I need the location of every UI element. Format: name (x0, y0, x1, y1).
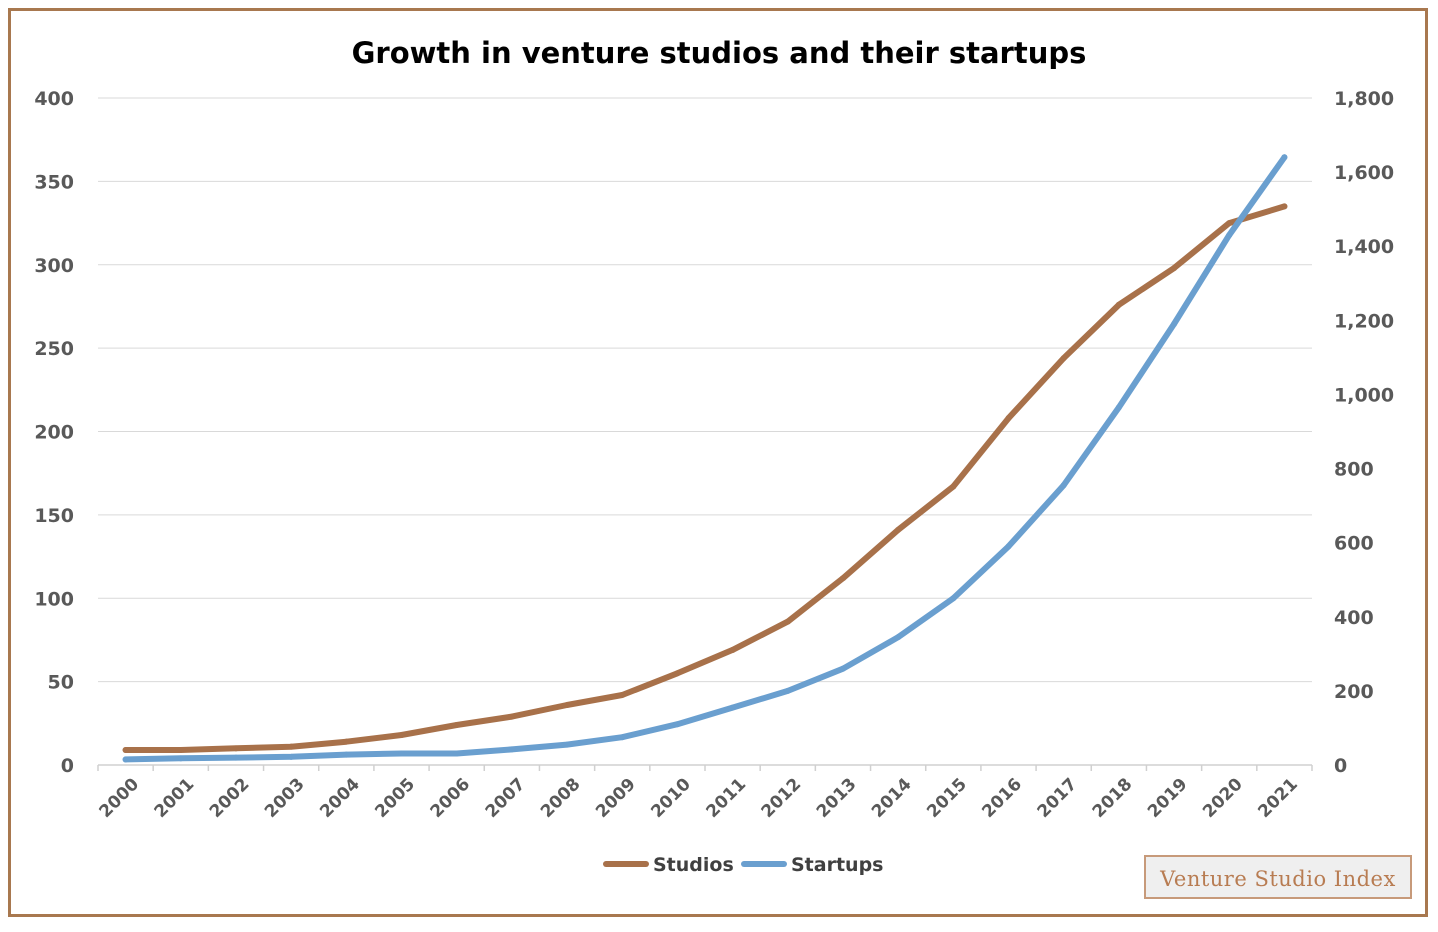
x-tick-label: 2007 (482, 774, 530, 822)
chart-title: Growth in venture studios and their star… (351, 36, 1087, 70)
y-right-tick-label: 600 (1334, 533, 1374, 555)
data-point-studios (288, 743, 295, 750)
y-right-tick-label: 400 (1334, 607, 1374, 629)
x-tick-label: 2016 (978, 774, 1026, 822)
data-point-startups (1171, 321, 1178, 328)
data-point-startups (398, 750, 405, 757)
data-point-startups (1226, 232, 1233, 239)
data-point-startups (564, 741, 571, 748)
data-point-studios (508, 713, 515, 720)
data-point-studios (343, 738, 350, 745)
x-tick-label: 2010 (647, 774, 695, 822)
data-point-studios (1060, 355, 1067, 362)
data-point-studios (950, 483, 957, 490)
y-right-tick-label: 1,600 (1334, 162, 1394, 184)
x-tick-label: 2001 (151, 774, 199, 822)
y-right-tick-label: 1,000 (1334, 384, 1394, 406)
data-point-startups (950, 595, 957, 602)
data-point-startups (1281, 154, 1288, 161)
x-tick-label: 2019 (1144, 774, 1192, 822)
x-tick-label: 2014 (868, 774, 916, 822)
data-point-startups (1060, 482, 1067, 489)
data-point-startups (1005, 543, 1012, 550)
data-point-startups (122, 756, 129, 763)
x-tick-label: 2013 (813, 774, 861, 822)
data-point-startups (1115, 404, 1122, 411)
y-right-tick-label: 800 (1334, 459, 1374, 481)
data-point-startups (288, 753, 295, 760)
y-left-tick-label: 250 (34, 338, 74, 360)
data-point-startups (784, 687, 791, 694)
data-point-studios (1171, 265, 1178, 272)
data-point-studios (177, 746, 184, 753)
data-point-studios (674, 670, 681, 677)
data-point-startups (619, 734, 626, 741)
x-tick-label: 2009 (592, 774, 640, 822)
legend-label-studios: Studios (653, 854, 734, 876)
y-left-tick-label: 350 (34, 171, 74, 193)
data-point-startups (729, 704, 736, 711)
x-tick-label: 2003 (261, 774, 309, 822)
y-left-tick-label: 0 (61, 755, 74, 777)
data-point-studios (122, 746, 129, 753)
y-left-tick-label: 400 (34, 88, 74, 110)
data-point-startups (895, 634, 902, 641)
y-left-tick-label: 150 (34, 505, 74, 527)
data-point-studios (453, 721, 460, 728)
x-tick-label: 2004 (316, 774, 364, 822)
y-left-tick-label: 50 (48, 672, 74, 694)
data-point-studios (232, 745, 239, 752)
x-tick-label: 2005 (371, 774, 419, 822)
data-point-startups (343, 751, 350, 758)
data-point-studios (784, 618, 791, 625)
data-point-startups (674, 721, 681, 728)
data-point-startups (232, 754, 239, 761)
x-tick-label: 2011 (703, 774, 751, 822)
legend-label-startups: Startups (791, 854, 883, 876)
data-point-studios (1281, 203, 1288, 210)
data-point-studios (1115, 301, 1122, 308)
y-right-tick-label: 1,200 (1334, 310, 1394, 332)
x-tick-label: 2021 (1254, 774, 1302, 822)
data-point-startups (177, 755, 184, 762)
x-tick-label: 2018 (1089, 774, 1137, 822)
data-point-startups (453, 750, 460, 757)
series-line-startups (122, 154, 1288, 763)
data-point-studios (564, 701, 571, 708)
data-point-studios (1226, 220, 1233, 227)
y-left-tick-label: 100 (34, 588, 74, 610)
x-tick-label: 2006 (427, 774, 475, 822)
x-tick-label: 2017 (1034, 774, 1082, 822)
y-right-tick-label: 1,800 (1334, 88, 1394, 110)
x-tick-label: 2012 (758, 774, 806, 822)
data-point-studios (839, 575, 846, 582)
data-point-startups (508, 746, 515, 753)
x-tick-label: 2015 (923, 774, 971, 822)
x-tick-label: 2008 (537, 774, 585, 822)
series-line-studios (122, 203, 1288, 753)
data-point-studios (619, 691, 626, 698)
x-tick-label: 2002 (206, 774, 254, 822)
y-right-tick-label: 0 (1334, 755, 1347, 777)
x-tick-label: 2020 (1199, 774, 1247, 822)
data-point-startups (839, 665, 846, 672)
y-right-tick-label: 1,400 (1334, 236, 1394, 258)
y-right-tick-label: 200 (1334, 681, 1374, 703)
data-point-studios (895, 526, 902, 533)
x-tick-label: 2000 (96, 774, 144, 822)
watermark-label: Venture Studio Index (1144, 855, 1412, 899)
y-left-tick-label: 200 (34, 422, 74, 444)
data-point-studios (1005, 415, 1012, 422)
data-point-studios (398, 731, 405, 738)
data-point-studios (729, 646, 736, 653)
y-left-tick-label: 300 (34, 255, 74, 277)
